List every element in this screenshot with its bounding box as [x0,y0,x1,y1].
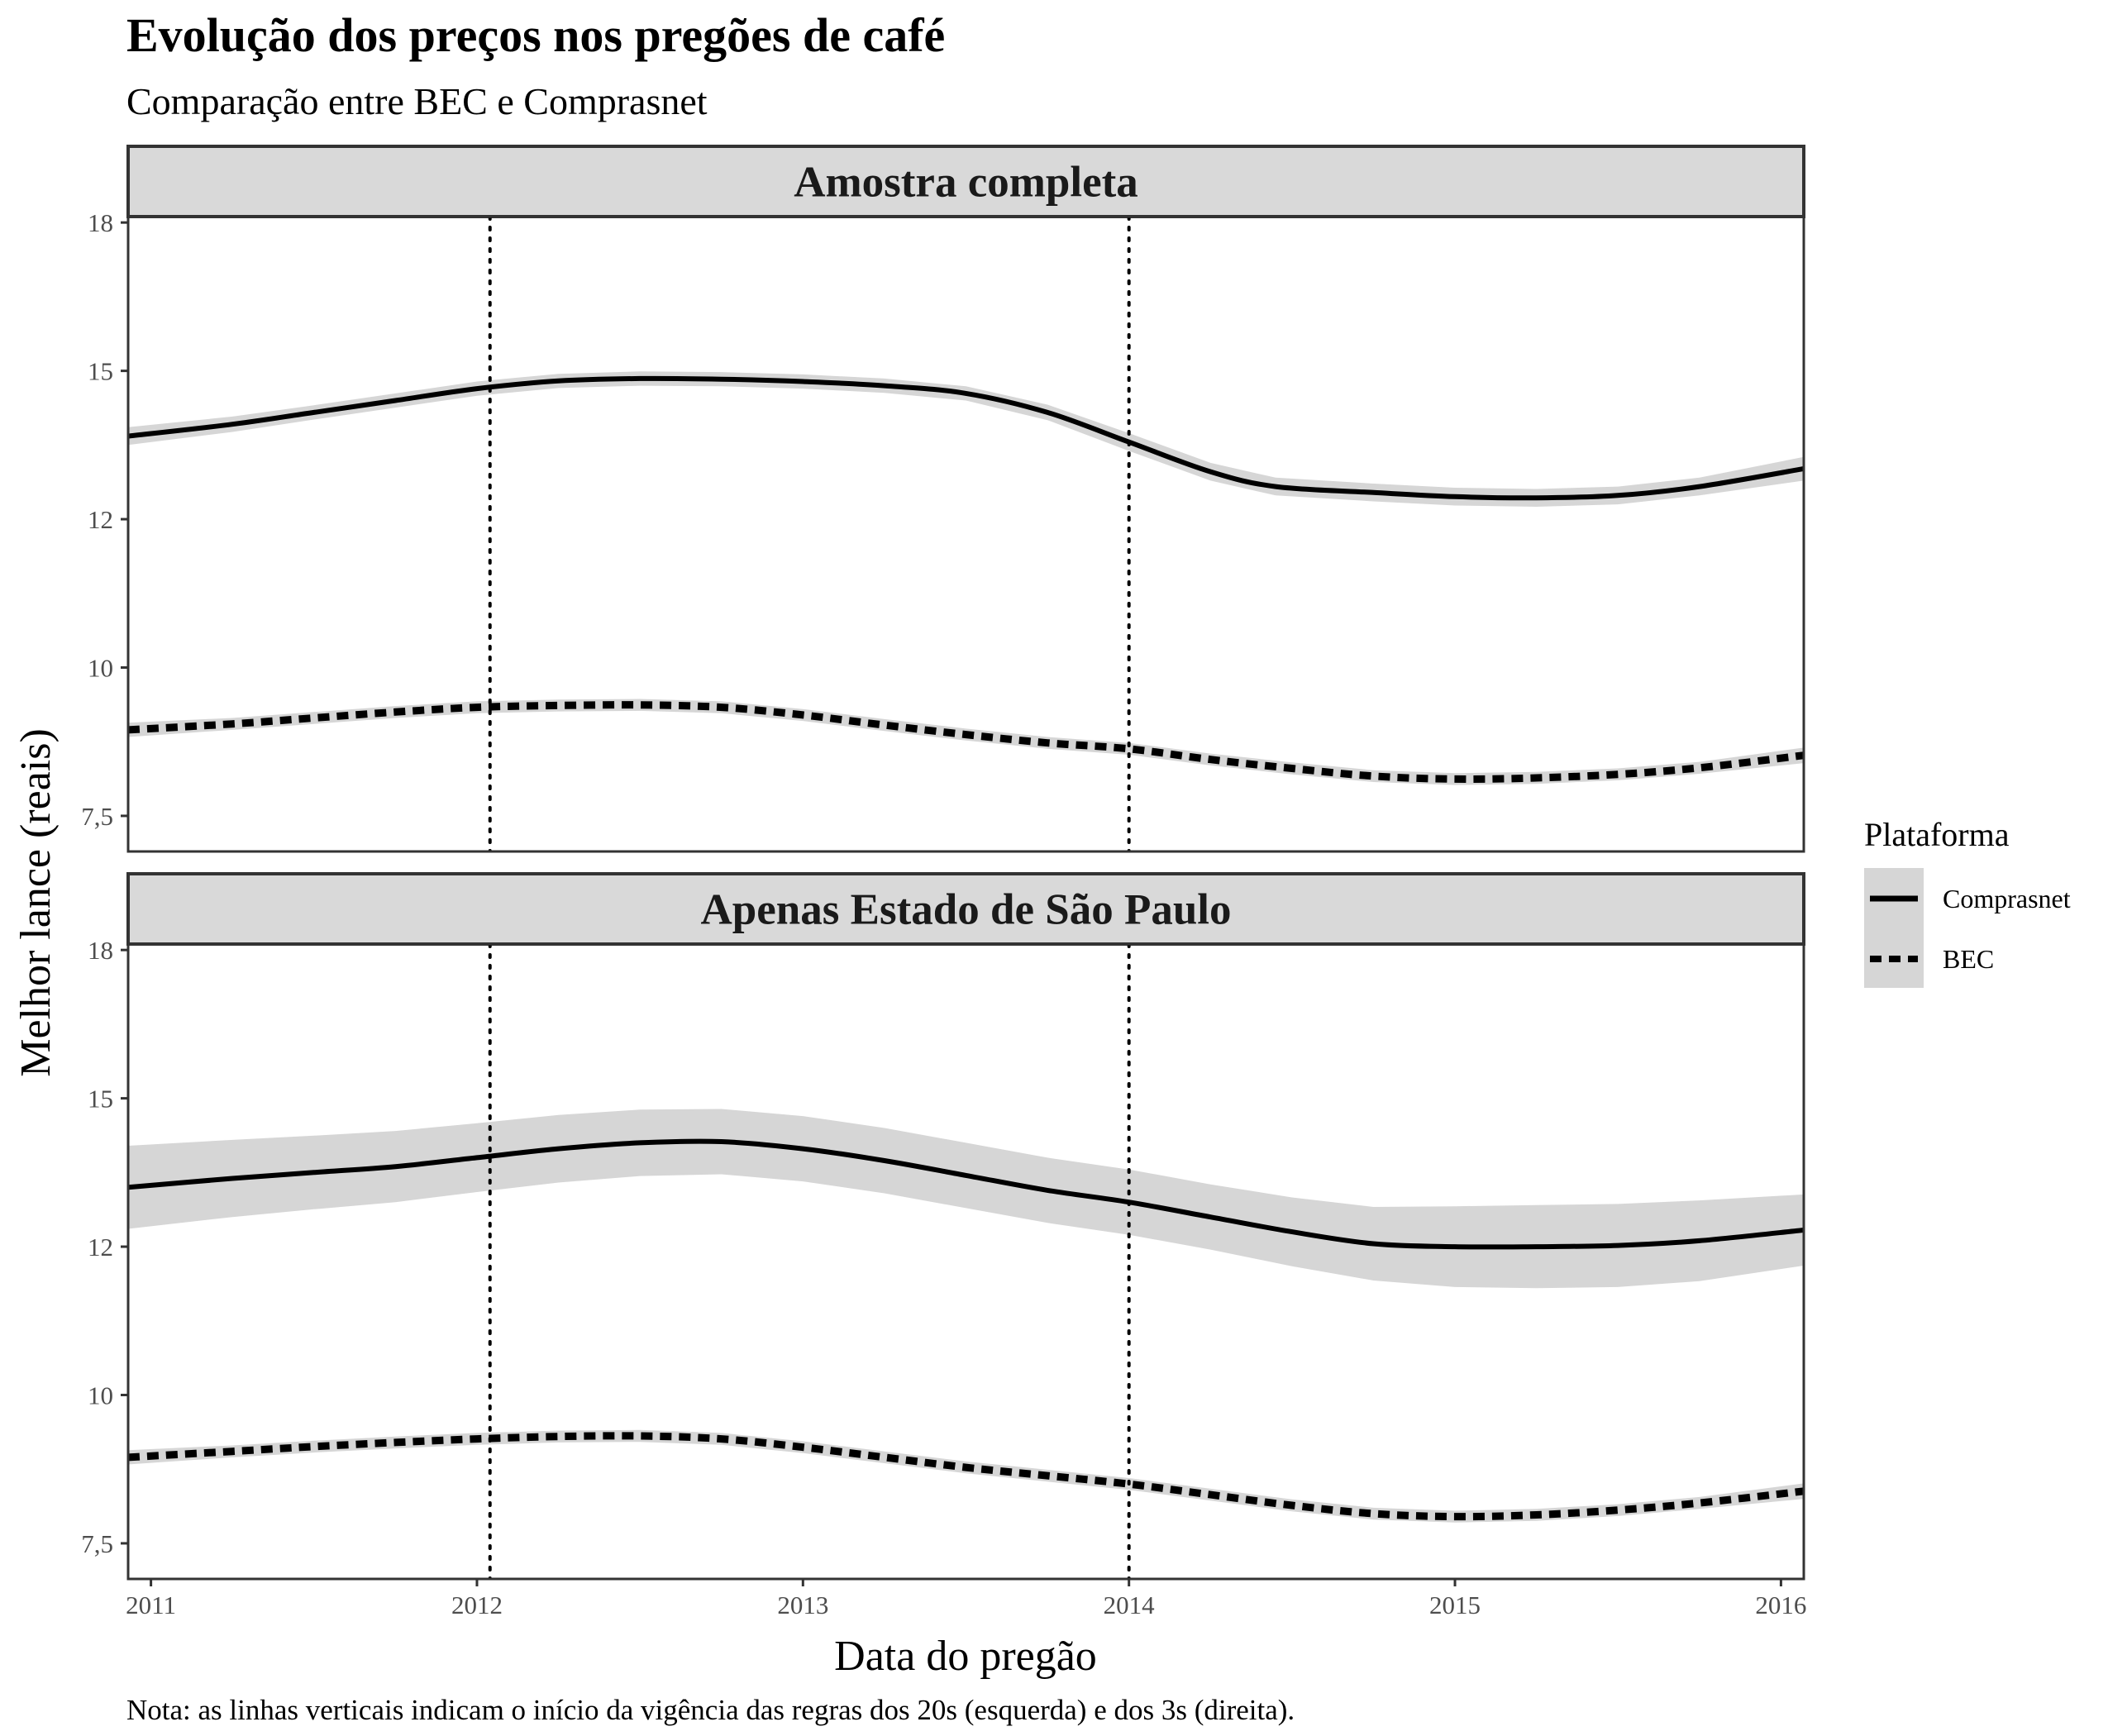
panel-border [126,942,1805,1581]
y-tick-label: 18 [88,936,113,965]
panel-plot-area [128,217,1804,851]
series-line-comprasnet [128,375,1804,501]
facet-strip [126,872,1805,946]
legend-label-bec: BEC [1943,944,1994,974]
legend-label-comprasnet: Comprasnet [1943,884,2071,913]
y-tick-label: 7,5 [81,802,113,831]
legend-title: Plataforma [1864,816,2010,853]
legend: Plataforma Comprasnet BEC [1864,816,2071,988]
y-axis-title: Melhor lance (reais) [12,728,60,1077]
y-tick-label: 12 [88,505,113,534]
x-tick-label: 2014 [1104,1591,1156,1619]
series-line-bec [128,1432,1804,1521]
facet-panel: Apenas Estado de São Paulo 7,5 10 12 15 18 201… [81,872,1806,1619]
chart-caption: Nota: as linhas verticais indicam o iníc… [126,1694,1295,1726]
chart-title: Evolução dos preços nos pregões de café [126,8,945,62]
panel-plot-area [128,944,1804,1579]
x-tick-label: 2015 [1429,1591,1481,1619]
y-tick-label: 10 [88,653,113,682]
y-tick-label: 18 [88,208,113,237]
y-tick-label: 15 [88,357,113,386]
y-tick-label: 12 [88,1233,113,1261]
facet-strip [126,145,1805,218]
facet-strip-label: Apenas Estado de São Paulo [700,886,1231,934]
x-tick-label: 2011 [126,1591,176,1619]
panel-border [126,215,1805,853]
y-tick-label: 7,5 [81,1529,113,1558]
series-line-bec [128,701,1804,784]
x-tick-label: 2012 [451,1591,503,1619]
facet-panel: Amostra completa 7,5 10 12 15 18 [81,145,1805,853]
x-axis-title: Data do pregão [834,1633,1097,1680]
x-tick-label: 2013 [777,1591,828,1619]
y-tick-label: 10 [88,1381,113,1409]
y-tick-label: 15 [88,1085,113,1114]
confidence-ribbon [128,1429,1804,1523]
x-tick-label: 2016 [1755,1591,1806,1619]
facet-strip-label: Amostra completa [794,159,1138,207]
chart-subtitle: Comparação entre BEC e Comprasnet [126,80,708,122]
legend-keys-background [1864,868,1924,988]
series-line-comprasnet [128,1138,1804,1250]
